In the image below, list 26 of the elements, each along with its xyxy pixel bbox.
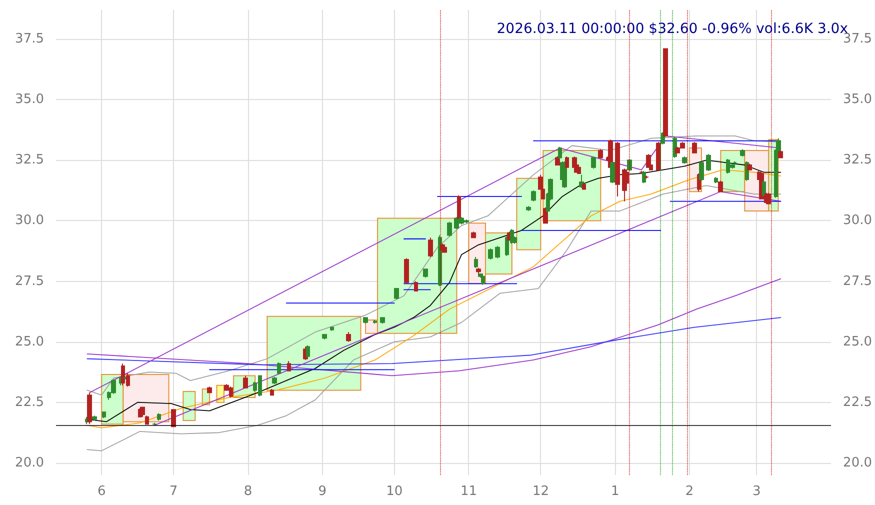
x-tick-label: 12 xyxy=(532,484,549,499)
x-tick-label: 11 xyxy=(460,484,477,499)
y2-tick-label: 35.0 xyxy=(843,92,872,108)
y2-tick-label: 32.5 xyxy=(843,152,872,168)
y2-tick-label: 20.0 xyxy=(843,455,872,470)
y-tick-label: 27.5 xyxy=(15,274,44,289)
y-tick-label: 20.0 xyxy=(15,455,44,470)
y-tick-label: 32.5 xyxy=(15,152,44,168)
y-tick-label: 37.5 xyxy=(15,32,44,47)
y-tick-label: 25.0 xyxy=(15,334,44,350)
x-tick-label: 6 xyxy=(97,484,106,499)
x-tick-label: 8 xyxy=(244,484,252,499)
x-tick-label: 10 xyxy=(386,484,403,499)
x-tick-label: 2 xyxy=(685,484,694,499)
x-tick-label: 3 xyxy=(752,484,761,499)
x-tick-label: 7 xyxy=(169,484,178,499)
y2-tick-label: 27.5 xyxy=(843,274,872,289)
x-tick-label: 9 xyxy=(318,484,326,499)
y-tick-label: 30.0 xyxy=(15,213,44,228)
x-tick-label: 1 xyxy=(610,484,620,499)
y2-tick-label: 37.5 xyxy=(843,32,872,47)
y2-tick-label: 25.0 xyxy=(843,334,872,350)
y-tick-label: 22.5 xyxy=(15,394,44,410)
y2-tick-label: 22.5 xyxy=(843,394,872,410)
y2-tick-label: 30.0 xyxy=(843,213,872,228)
y-tick-label: 35.0 xyxy=(15,92,44,108)
